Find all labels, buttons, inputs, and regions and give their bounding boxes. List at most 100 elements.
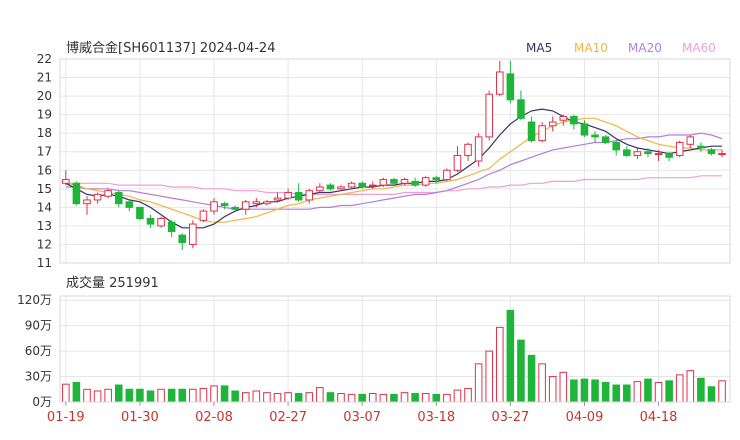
candle-body (432, 177, 441, 181)
volume-y-tick: 120万 (17, 293, 52, 307)
candlestick (517, 90, 525, 121)
volume-panel-frame (59, 295, 731, 403)
volume-bar (517, 339, 525, 403)
legend-ma20: MA20 (628, 41, 662, 55)
candle-body (517, 99, 525, 119)
volume-bar (675, 374, 684, 403)
candle-body (167, 221, 176, 232)
candle-body (62, 179, 70, 184)
volume-bar (411, 393, 419, 403)
candle-body (316, 186, 324, 192)
price-y-tick: 19 (37, 108, 52, 122)
volume-bar (379, 393, 388, 403)
candle-body (644, 151, 652, 155)
candlestick (411, 177, 419, 187)
ma60-line (65, 175, 723, 195)
volume-bar (390, 393, 398, 403)
price-y-tick: 22 (37, 52, 52, 66)
candle-body (559, 115, 568, 121)
volume-bar (644, 378, 652, 403)
candle-body (686, 136, 695, 145)
candlestick (347, 181, 356, 189)
candlestick (93, 192, 102, 204)
volume-bar (570, 379, 578, 403)
volume-bar (665, 380, 673, 403)
volume-bar (527, 354, 536, 403)
candle-body (612, 141, 620, 151)
candlestick (612, 140, 620, 156)
volume-bar (538, 363, 546, 403)
candlestick (527, 116, 536, 143)
volume-bar (432, 393, 441, 403)
volume-bar (347, 393, 356, 403)
volume-bar (284, 392, 292, 403)
candlestick (210, 198, 218, 215)
x-tick-label: 03-18 (417, 410, 455, 425)
candle-body (474, 136, 483, 162)
volume-bar (114, 384, 123, 403)
volume-bar (189, 388, 197, 403)
candlesticks (62, 60, 726, 251)
candle-body (252, 201, 261, 205)
volume-bar (601, 381, 610, 403)
volume-bar (718, 380, 726, 403)
x-tick-label: 04-09 (566, 410, 604, 425)
volume-bar (686, 370, 695, 403)
candlestick (570, 114, 578, 130)
candle-body (241, 201, 250, 210)
candle-body (496, 71, 504, 95)
volume-y-tick: 60万 (25, 344, 52, 358)
volume-bar (72, 381, 81, 403)
candlestick (474, 133, 483, 167)
volume-bar (368, 393, 377, 403)
candle-body (390, 179, 398, 184)
moving-average-lines (65, 108, 723, 229)
volume-bar (263, 392, 271, 403)
volume-bar (83, 388, 91, 403)
candlestick (104, 188, 112, 199)
volume-y-tick: 90万 (25, 319, 52, 333)
candle-body (485, 93, 493, 138)
candle-body (400, 179, 409, 184)
candle-body (665, 153, 673, 158)
volume-bar (316, 387, 324, 403)
candlestick (189, 220, 197, 249)
price-y-tick: 17 (37, 145, 52, 159)
candlestick (284, 188, 292, 200)
candlestick (199, 209, 208, 223)
candlestick (72, 181, 81, 206)
candlestick (485, 90, 493, 141)
candlestick (601, 135, 610, 145)
volume-y-tick: 30万 (25, 370, 52, 384)
candlestick (718, 149, 726, 158)
candle-body (707, 149, 716, 155)
candlestick (591, 131, 599, 143)
chart-title: 博威合金[SH601137] 2024-04-24 (66, 40, 275, 56)
volume-bar (464, 387, 472, 403)
x-tick-label: 03-27 (491, 410, 529, 425)
candle-body (326, 184, 335, 190)
volume-bar (421, 393, 430, 403)
x-tick-label: 01-30 (121, 410, 159, 425)
candlestick (231, 205, 239, 212)
candle-body (580, 123, 589, 136)
candlestick (167, 220, 176, 238)
candlestick (453, 146, 462, 173)
candle-body (104, 190, 112, 197)
volume-bar (252, 390, 261, 403)
candlestick (697, 142, 705, 152)
volume-bar (326, 392, 335, 403)
candlestick (326, 183, 335, 191)
volume-bar (623, 384, 631, 403)
candle-body (305, 190, 314, 201)
candlestick (654, 149, 663, 161)
candle-body (697, 145, 705, 149)
volume-bar (93, 390, 102, 403)
candle-body (210, 201, 218, 212)
candlestick (538, 122, 546, 143)
volume-bar (125, 388, 134, 403)
volume-label: 成交量 251991 (66, 275, 159, 291)
candlestick (623, 146, 631, 158)
legend: MA5 MA10 MA20 MA60 (526, 41, 716, 55)
